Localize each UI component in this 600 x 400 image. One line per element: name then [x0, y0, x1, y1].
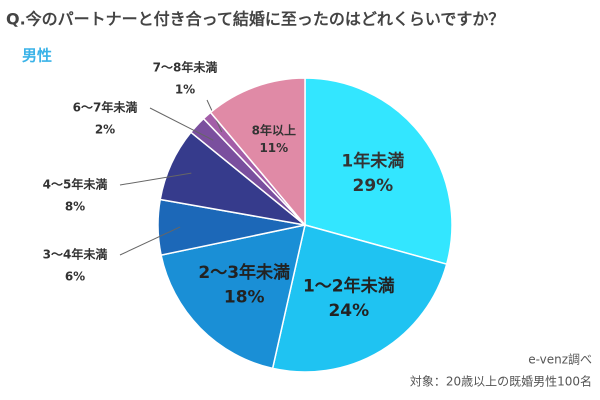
- subtitle: 男性: [22, 47, 52, 65]
- pie-slice: [209, 77, 306, 228]
- value-label: 2%: [95, 123, 115, 137]
- leader-line: [149, 107, 214, 141]
- value-label: 29%: [352, 176, 393, 196]
- slice-label: 2〜3年未満: [198, 262, 290, 283]
- slice-label: 1〜2年未満: [303, 275, 395, 296]
- slice-label: 6〜7年未満: [73, 100, 138, 115]
- note: 対象：20歳以上の既婚男性100名: [410, 374, 592, 389]
- value-label: 18%: [224, 288, 265, 308]
- leader-line: [119, 226, 181, 256]
- pie-slice: [160, 224, 306, 370]
- value-label: 24%: [328, 301, 369, 321]
- slice-label: 4〜5年未満: [43, 177, 108, 192]
- source: e-venz調べ: [528, 353, 592, 367]
- slice-label: 3〜4年未満: [43, 247, 108, 262]
- chart-title: Q.今のパートナーと付き合って結婚に至ったのはどれくらいですか？: [6, 10, 504, 29]
- value-label: 6%: [65, 270, 85, 284]
- pie-slice: [304, 77, 453, 266]
- pie-slice: [271, 224, 448, 373]
- value-label: 8%: [65, 200, 85, 214]
- slice-label: 1年未満: [341, 150, 404, 171]
- slice-label: 8年以上: [252, 122, 296, 137]
- leader-line: [119, 172, 192, 186]
- value-label: 1%: [175, 83, 195, 97]
- slice-label: 7〜8年未満: [153, 60, 218, 75]
- value-label: 11%: [259, 141, 288, 155]
